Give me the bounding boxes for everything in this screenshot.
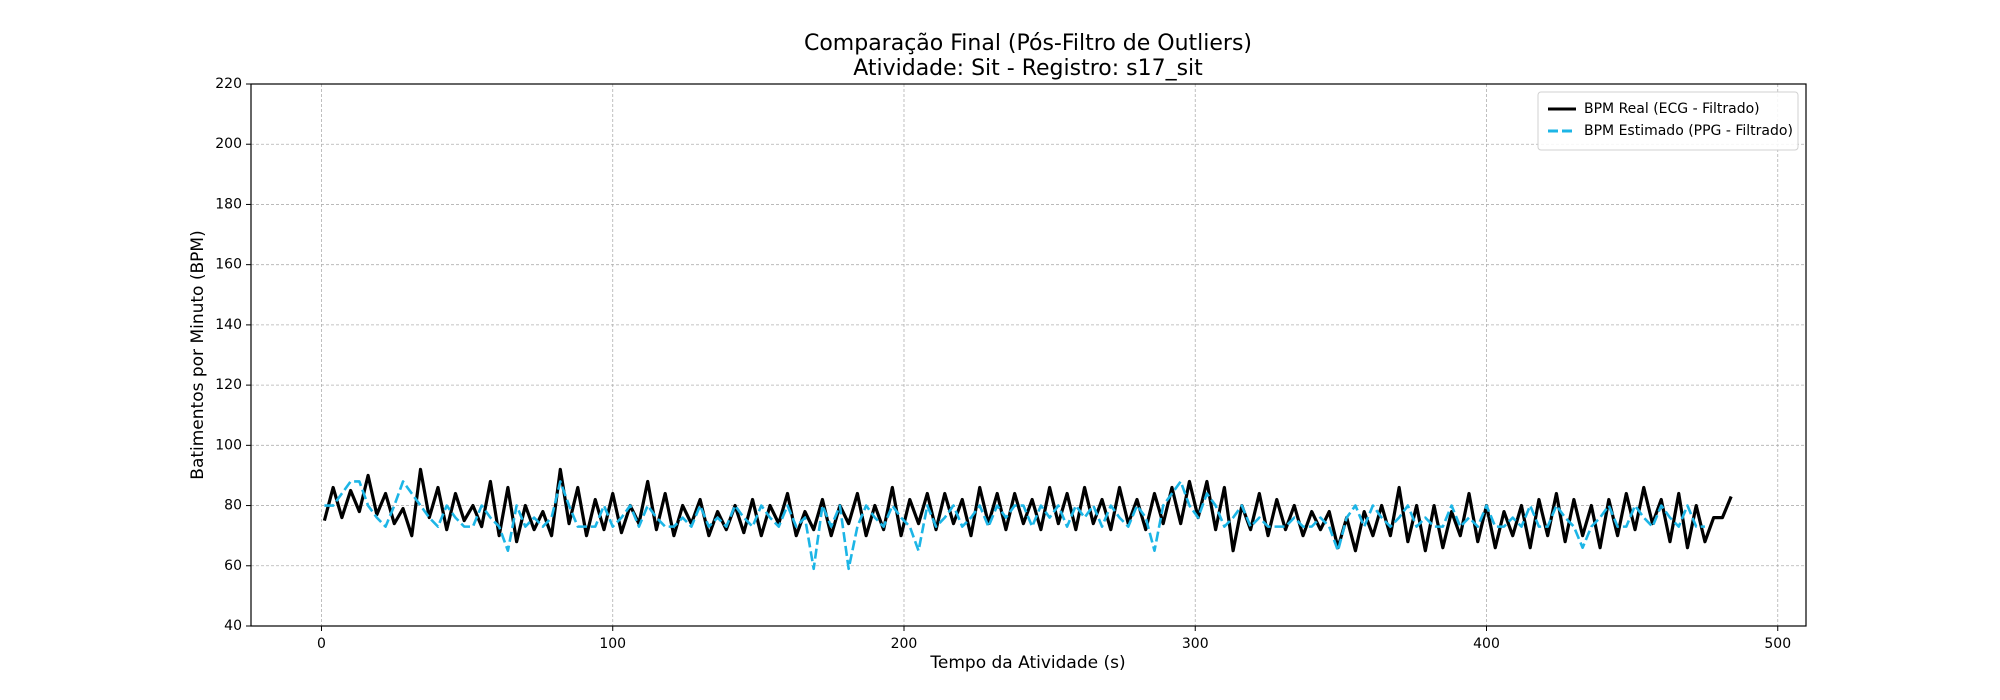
- y-tick-label: 120: [215, 377, 242, 393]
- chart-subtitle: Atividade: Sit - Registro: s17_sit: [853, 56, 1203, 81]
- y-tick-label: 160: [215, 257, 242, 273]
- x-tick-label: 300: [1182, 636, 1209, 652]
- legend-label: BPM Estimado (PPG - Filtrado): [1584, 123, 1793, 139]
- y-tick-label: 80: [224, 498, 242, 514]
- y-tick-label: 200: [215, 136, 242, 152]
- x-tick-label: 500: [1764, 636, 1791, 652]
- chart-title: Comparação Final (Pós-Filtro de Outliers…: [804, 31, 1252, 56]
- legend-label: BPM Real (ECG - Filtrado): [1584, 101, 1760, 117]
- y-tick-label: 40: [224, 618, 242, 634]
- legend-box: [1537, 91, 1799, 151]
- x-tick-label: 400: [1473, 636, 1500, 652]
- series-line: [322, 467, 1733, 553]
- x-tick-label: 100: [599, 636, 626, 652]
- y-tick-label: 100: [215, 437, 242, 453]
- y-axis-label: Batimentos por Minuto (BPM): [188, 230, 208, 479]
- y-tick-label: 220: [215, 76, 242, 92]
- x-axis-label: Tempo da Atividade (s): [929, 653, 1125, 673]
- x-tick-label: 0: [317, 636, 326, 652]
- y-tick-label: 60: [224, 558, 242, 574]
- x-tick-label: 200: [891, 636, 918, 652]
- y-tick-label: 180: [215, 196, 242, 212]
- y-tick-label: 140: [215, 317, 242, 333]
- plot-frame: [250, 83, 1807, 627]
- series-line: [324, 480, 1705, 571]
